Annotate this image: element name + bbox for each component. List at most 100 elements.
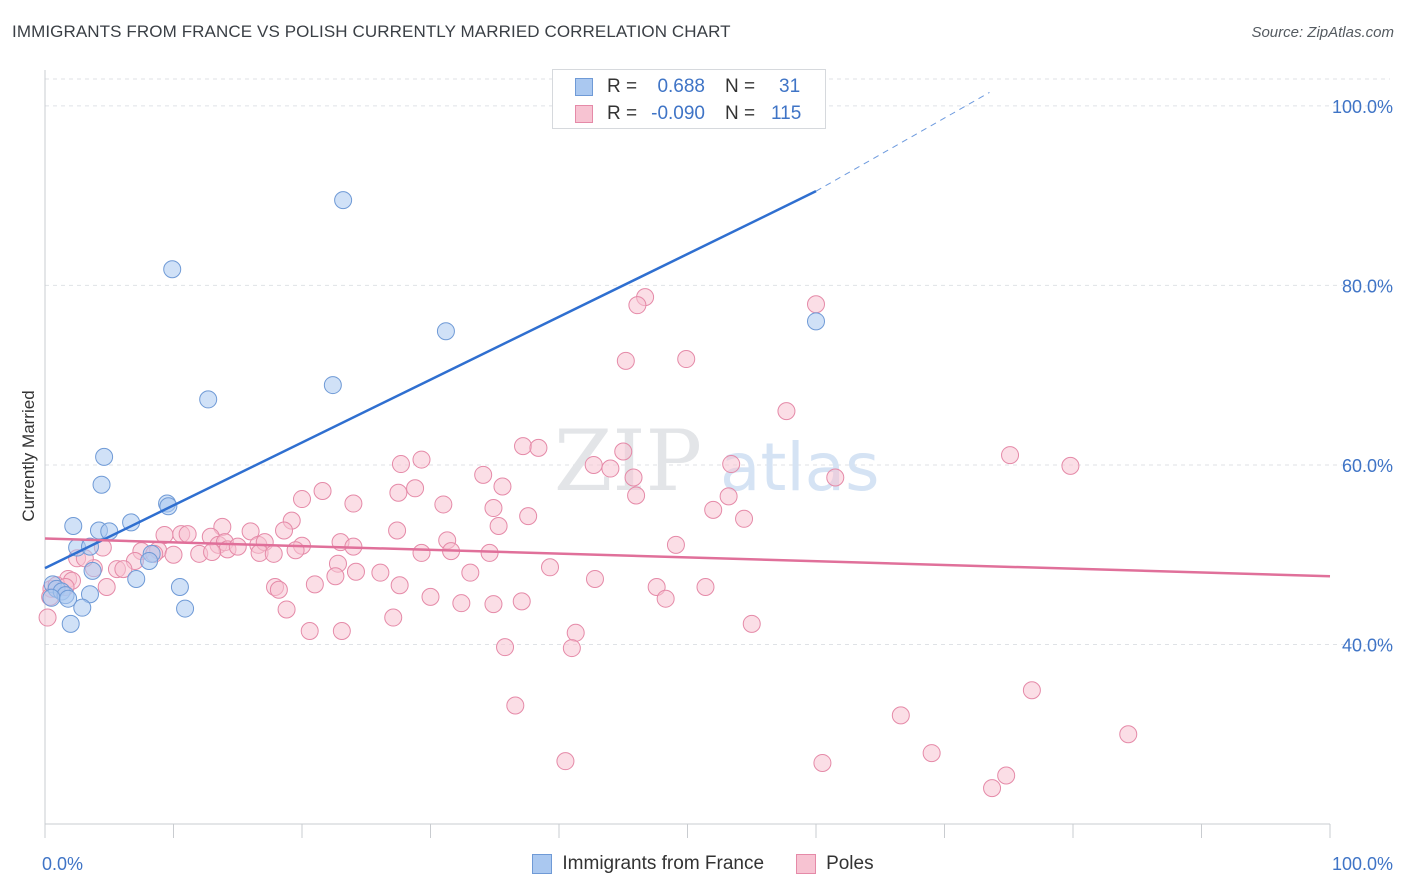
poles-point <box>264 544 283 563</box>
poles-point <box>390 576 409 595</box>
poles-point <box>313 481 332 500</box>
poles-point <box>514 437 533 456</box>
poles-point <box>412 543 431 562</box>
y-tick-label: 100.0% <box>1332 97 1393 117</box>
poles-point <box>922 744 941 763</box>
poles-point <box>891 706 910 725</box>
x-tick-label-min: 0.0% <box>42 854 83 874</box>
france-point <box>163 260 182 279</box>
poles-point <box>512 592 531 611</box>
poles-point <box>344 494 363 513</box>
chart-title: IMMIGRANTS FROM FRANCE VS POLISH CURRENT… <box>12 22 731 41</box>
poles-point <box>346 562 365 581</box>
poles-point <box>556 752 575 771</box>
poles-point <box>656 589 675 608</box>
france-trend-line <box>44 190 817 570</box>
legend-r-value: 0.688 <box>657 76 705 97</box>
poles-point <box>114 560 133 579</box>
france-point <box>323 376 342 395</box>
poles-point <box>269 580 288 599</box>
poles-point <box>1022 681 1041 700</box>
poles-point <box>719 487 738 506</box>
poles-point <box>562 639 581 658</box>
poles-point <box>742 614 761 633</box>
france-point <box>80 585 99 604</box>
france-trend-extension <box>815 92 990 192</box>
poles-point <box>275 521 294 540</box>
x-ticks <box>44 824 1331 838</box>
x-tick-label-max: 100.0% <box>1332 854 1393 874</box>
poles-point <box>585 569 604 588</box>
poles-point <box>541 558 560 577</box>
zipatlas-watermark: ZIP atlas <box>554 412 880 510</box>
poles-point <box>493 477 512 496</box>
poles-point <box>38 608 57 627</box>
legend-label-poles: Poles <box>826 853 874 874</box>
chart-source: Source: ZipAtlas.com <box>1251 24 1394 41</box>
series-legend: Immigrants from France Poles <box>0 850 1406 878</box>
poles-point <box>983 779 1002 798</box>
poles-point <box>696 578 715 597</box>
poles-point <box>97 578 116 597</box>
poles-point <box>566 623 585 642</box>
grid-lines <box>45 78 1390 645</box>
france-point <box>334 191 353 210</box>
poles-point <box>1001 446 1020 465</box>
legend-row-france: R = 0.688 N = 31 <box>575 75 800 99</box>
poles-point <box>389 483 408 502</box>
poles-point <box>484 595 503 614</box>
poles-point <box>489 516 508 535</box>
poles-point <box>452 594 471 613</box>
poles-point <box>519 507 538 526</box>
legend-r-value: -0.090 <box>651 103 705 124</box>
france-point <box>127 569 146 588</box>
poles-point <box>616 351 635 370</box>
france-point <box>176 599 195 618</box>
poles-point <box>277 600 296 619</box>
poles-point <box>412 450 431 469</box>
legend-swatch-poles <box>575 105 593 123</box>
legend-r-label: R = <box>607 103 638 124</box>
y-tick-label: 60.0% <box>1342 456 1393 476</box>
france-point <box>59 589 78 608</box>
france-point <box>95 447 114 466</box>
poles-point <box>601 459 620 478</box>
france-point <box>140 551 159 570</box>
poles-trend-line <box>44 537 1331 578</box>
poles-point <box>384 608 403 627</box>
poles-point <box>332 622 351 641</box>
y-tick-label: 40.0% <box>1342 635 1393 655</box>
legend-n-value: 115 <box>771 103 802 124</box>
poles-point <box>807 295 825 314</box>
poles-point <box>1061 456 1080 475</box>
poles-point <box>164 545 183 564</box>
poles-point <box>628 296 647 315</box>
poles-point <box>624 468 643 487</box>
poles-point <box>506 696 525 715</box>
stats-legend: R = 0.688 N = 31 R = -0.090 N = 115 <box>552 69 826 129</box>
france-point <box>199 390 218 409</box>
poles-point <box>627 486 646 505</box>
legend-r-label: R = <box>607 76 638 97</box>
france-point <box>83 561 102 580</box>
poles-point <box>677 350 696 369</box>
poles-point <box>178 525 197 544</box>
legend-item-poles: Poles <box>796 853 874 875</box>
poles-point <box>293 490 311 509</box>
france-point <box>64 516 83 535</box>
poles-point <box>584 455 603 474</box>
legend-n-label: N = <box>725 103 756 124</box>
poles-point <box>826 468 845 487</box>
france-point <box>436 322 455 341</box>
y-axis-label: Currently Married <box>19 390 38 521</box>
poles-point <box>391 455 410 474</box>
poles-point <box>666 535 685 554</box>
poles-point <box>484 499 503 518</box>
poles-point <box>1119 725 1138 744</box>
poles-point <box>241 522 260 541</box>
poles-point <box>371 563 390 582</box>
poles-point <box>326 567 345 586</box>
poles-point <box>228 537 247 556</box>
legend-n-label: N = <box>725 76 756 97</box>
